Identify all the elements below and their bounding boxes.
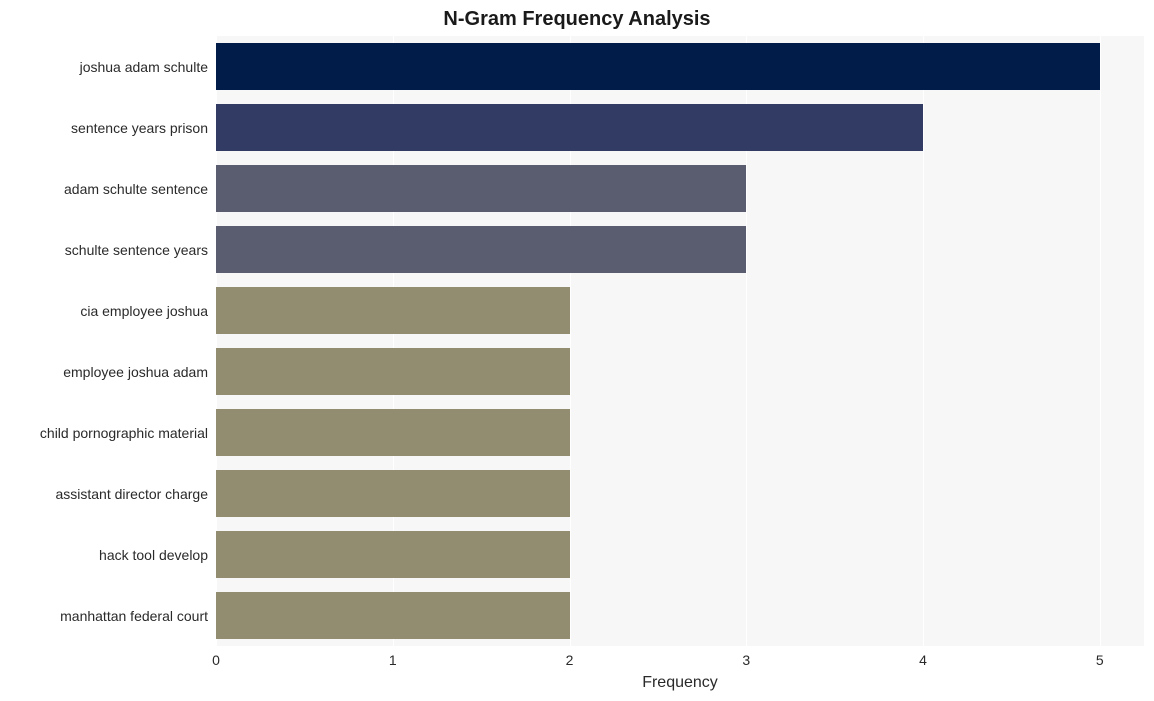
bar (216, 104, 923, 152)
y-tick-label: schulte sentence years (65, 242, 208, 258)
x-tick-label: 4 (919, 652, 927, 668)
x-tick-label: 2 (566, 652, 574, 668)
x-axis-label: Frequency (642, 674, 718, 692)
gridline-vertical (923, 36, 924, 646)
y-tick-label: hack tool develop (99, 547, 208, 563)
y-tick-label: child pornographic material (40, 425, 208, 441)
y-tick-label: assistant director charge (55, 486, 208, 502)
bar (216, 226, 746, 274)
bar (216, 531, 570, 579)
chart-title: N-Gram Frequency Analysis (0, 8, 1154, 31)
bar (216, 348, 570, 396)
gridline-vertical (1100, 36, 1101, 646)
bar (216, 165, 746, 213)
ngram-frequency-chart: N-Gram Frequency Analysis joshua adam sc… (0, 0, 1154, 701)
bar (216, 409, 570, 457)
bar (216, 43, 1100, 91)
x-tick-label: 5 (1096, 652, 1104, 668)
y-tick-label: employee joshua adam (63, 364, 208, 380)
x-tick-label: 1 (389, 652, 397, 668)
x-tick-label: 0 (212, 652, 220, 668)
bar (216, 592, 570, 640)
y-tick-label: joshua adam schulte (80, 59, 208, 75)
plot-area: joshua adam schultesentence years prison… (216, 36, 1144, 646)
bar (216, 470, 570, 518)
y-tick-label: adam schulte sentence (64, 181, 208, 197)
y-tick-label: cia employee joshua (80, 303, 208, 319)
x-tick-label: 3 (742, 652, 750, 668)
bar (216, 287, 570, 335)
y-tick-label: manhattan federal court (60, 608, 208, 624)
y-tick-label: sentence years prison (71, 120, 208, 136)
